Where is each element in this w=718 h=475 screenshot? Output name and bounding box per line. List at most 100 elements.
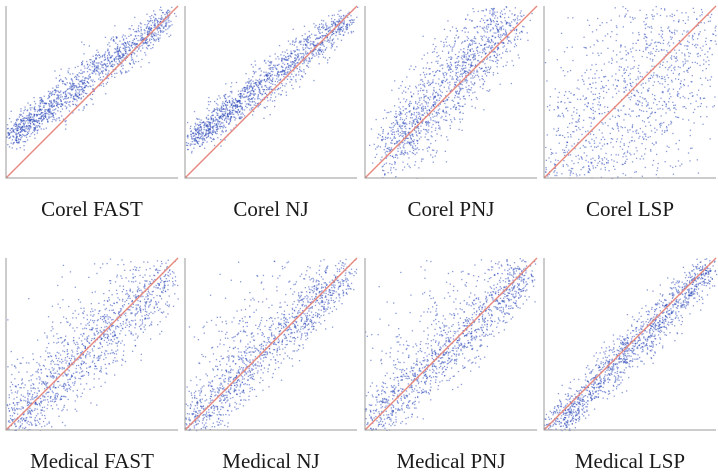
scatter-point bbox=[310, 40, 312, 43]
scatter-point bbox=[10, 121, 12, 123]
scatter-point bbox=[501, 42, 503, 44]
scatter-point bbox=[21, 130, 23, 132]
scatter-point bbox=[329, 26, 331, 28]
scatter-point bbox=[427, 105, 429, 107]
scatter-point bbox=[344, 31, 346, 33]
scatter-point bbox=[449, 127, 451, 129]
scatter-point bbox=[213, 138, 215, 140]
scatter-point bbox=[406, 137, 408, 139]
scatter-point bbox=[325, 35, 327, 37]
scatter-point bbox=[654, 131, 656, 134]
scatter-point bbox=[578, 121, 580, 123]
scatter-point bbox=[617, 128, 619, 130]
scatter-point bbox=[674, 29, 676, 31]
scatter-point bbox=[448, 114, 451, 116]
scatter-point bbox=[104, 58, 107, 60]
scatter-point bbox=[602, 90, 605, 92]
scatter-point bbox=[491, 60, 493, 62]
scatter-point bbox=[78, 84, 81, 86]
scatter-point bbox=[579, 98, 582, 100]
scatter-point bbox=[119, 57, 122, 60]
scatter-point bbox=[409, 134, 411, 136]
scatter-point bbox=[505, 33, 508, 35]
scatter-point bbox=[455, 72, 457, 74]
scatter-point bbox=[698, 89, 700, 91]
scatter-point bbox=[276, 68, 278, 71]
scatter-point bbox=[195, 140, 198, 142]
scatter-point bbox=[54, 99, 56, 101]
scatter-point bbox=[391, 163, 393, 166]
scatter-point bbox=[297, 53, 299, 55]
scatter-point bbox=[646, 17, 648, 19]
scatter-point bbox=[577, 142, 579, 144]
scatter-point bbox=[391, 139, 393, 142]
scatter-point bbox=[496, 17, 499, 19]
scatter-point bbox=[407, 132, 409, 134]
scatter-point bbox=[488, 71, 491, 74]
scatter-point bbox=[443, 28, 446, 30]
scatter-point bbox=[423, 94, 425, 96]
scatter-point bbox=[153, 39, 155, 41]
scatter-point bbox=[448, 56, 450, 59]
scatter-panel-1 bbox=[183, 4, 359, 180]
scatter-point bbox=[295, 73, 297, 76]
scatter-point bbox=[241, 94, 243, 97]
scatter-point bbox=[284, 51, 286, 53]
scatter-point bbox=[678, 139, 680, 142]
scatter-point bbox=[276, 89, 278, 91]
scatter-point bbox=[150, 35, 152, 38]
scatter-point bbox=[52, 115, 54, 117]
scatter-point bbox=[110, 65, 113, 67]
scatter-point bbox=[333, 14, 335, 16]
scatter-point bbox=[381, 139, 383, 141]
scatter-point bbox=[68, 110, 71, 112]
scatter-point bbox=[299, 41, 302, 43]
scatter-point bbox=[443, 86, 445, 88]
scatter-point bbox=[224, 118, 226, 120]
scatter-point bbox=[573, 143, 575, 145]
scatter-point bbox=[587, 19, 589, 21]
scatter-point bbox=[391, 123, 393, 125]
scatter-point bbox=[40, 128, 42, 130]
scatter-point bbox=[423, 99, 425, 101]
scatter-point bbox=[409, 117, 412, 119]
scatter-point bbox=[56, 97, 58, 99]
scatter-point bbox=[235, 124, 237, 126]
scatter-point bbox=[406, 141, 409, 143]
scatter-point bbox=[457, 37, 459, 39]
scatter-point bbox=[410, 114, 412, 116]
scatter-point bbox=[305, 50, 307, 52]
scatter-point bbox=[191, 143, 193, 145]
scatter-point bbox=[10, 110, 12, 112]
scatter-point bbox=[466, 82, 468, 84]
scatter-point bbox=[250, 63, 253, 66]
scatter-point bbox=[393, 136, 395, 138]
scatter-point bbox=[42, 114, 44, 116]
scatter-point bbox=[397, 133, 399, 135]
scatter-point bbox=[659, 63, 661, 65]
scatter-point bbox=[154, 13, 156, 15]
scatter-point bbox=[227, 109, 229, 111]
scatter-point bbox=[492, 15, 494, 17]
scatter-point bbox=[427, 150, 429, 152]
scatter-point bbox=[655, 45, 657, 47]
scatter-point bbox=[610, 154, 612, 156]
scatter-point bbox=[19, 114, 21, 116]
scatter-point bbox=[42, 115, 44, 117]
scatter-point bbox=[282, 62, 284, 64]
scatter-point bbox=[229, 110, 232, 113]
scatter-point bbox=[459, 98, 461, 100]
scatter-point bbox=[43, 106, 45, 108]
scatter-point bbox=[471, 75, 474, 77]
scatter-point bbox=[642, 136, 644, 138]
scatter-point bbox=[497, 31, 499, 33]
scatter-point bbox=[335, 32, 337, 34]
scatter-point bbox=[57, 98, 59, 100]
scatter-point bbox=[598, 113, 600, 115]
scatter-point bbox=[293, 70, 295, 72]
scatter-point bbox=[141, 33, 144, 35]
scatter-point bbox=[505, 50, 507, 52]
scatter-point bbox=[455, 74, 457, 77]
scatter-point bbox=[93, 90, 95, 92]
scatter-point bbox=[70, 96, 72, 99]
